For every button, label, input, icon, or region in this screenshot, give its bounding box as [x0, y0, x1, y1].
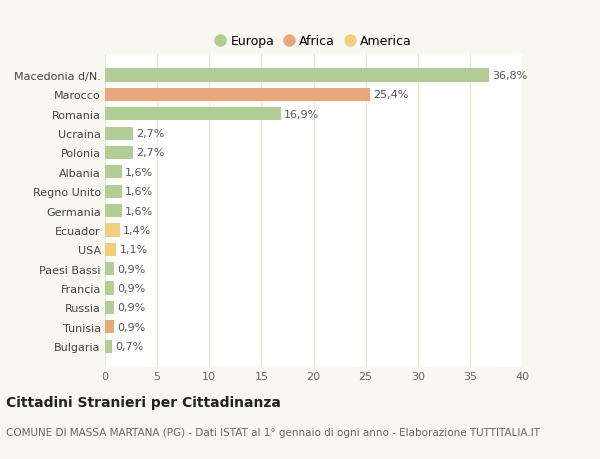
Text: 36,8%: 36,8%: [492, 71, 527, 81]
Text: 2,7%: 2,7%: [136, 148, 164, 158]
Bar: [105, 301, 115, 314]
Bar: [105, 108, 281, 121]
Text: 1,6%: 1,6%: [125, 187, 153, 197]
Bar: [105, 320, 115, 334]
Text: 0,9%: 0,9%: [118, 284, 146, 293]
Text: 1,4%: 1,4%: [123, 225, 151, 235]
Text: 0,9%: 0,9%: [118, 303, 146, 313]
Bar: [105, 243, 116, 257]
Text: 16,9%: 16,9%: [284, 110, 320, 119]
Bar: [105, 127, 133, 140]
Text: 0,7%: 0,7%: [115, 341, 143, 352]
Bar: [105, 89, 370, 102]
Bar: [105, 263, 115, 276]
Text: 1,6%: 1,6%: [125, 168, 153, 178]
Text: 25,4%: 25,4%: [373, 90, 408, 100]
Text: 2,7%: 2,7%: [136, 129, 164, 139]
Text: Cittadini Stranieri per Cittadinanza: Cittadini Stranieri per Cittadinanza: [6, 395, 281, 409]
Text: 0,9%: 0,9%: [118, 264, 146, 274]
Legend: Europa, Africa, America: Europa, Africa, America: [210, 30, 417, 53]
Text: 1,1%: 1,1%: [119, 245, 148, 255]
Text: 0,9%: 0,9%: [118, 322, 146, 332]
Bar: [105, 69, 488, 83]
Bar: [105, 185, 122, 198]
Text: COMUNE DI MASSA MARTANA (PG) - Dati ISTAT al 1° gennaio di ogni anno - Elaborazi: COMUNE DI MASSA MARTANA (PG) - Dati ISTA…: [6, 427, 540, 437]
Bar: [105, 205, 122, 218]
Bar: [105, 146, 133, 160]
Bar: [105, 340, 112, 353]
Bar: [105, 282, 115, 295]
Text: 1,6%: 1,6%: [125, 206, 153, 216]
Bar: [105, 166, 122, 179]
Bar: [105, 224, 119, 237]
